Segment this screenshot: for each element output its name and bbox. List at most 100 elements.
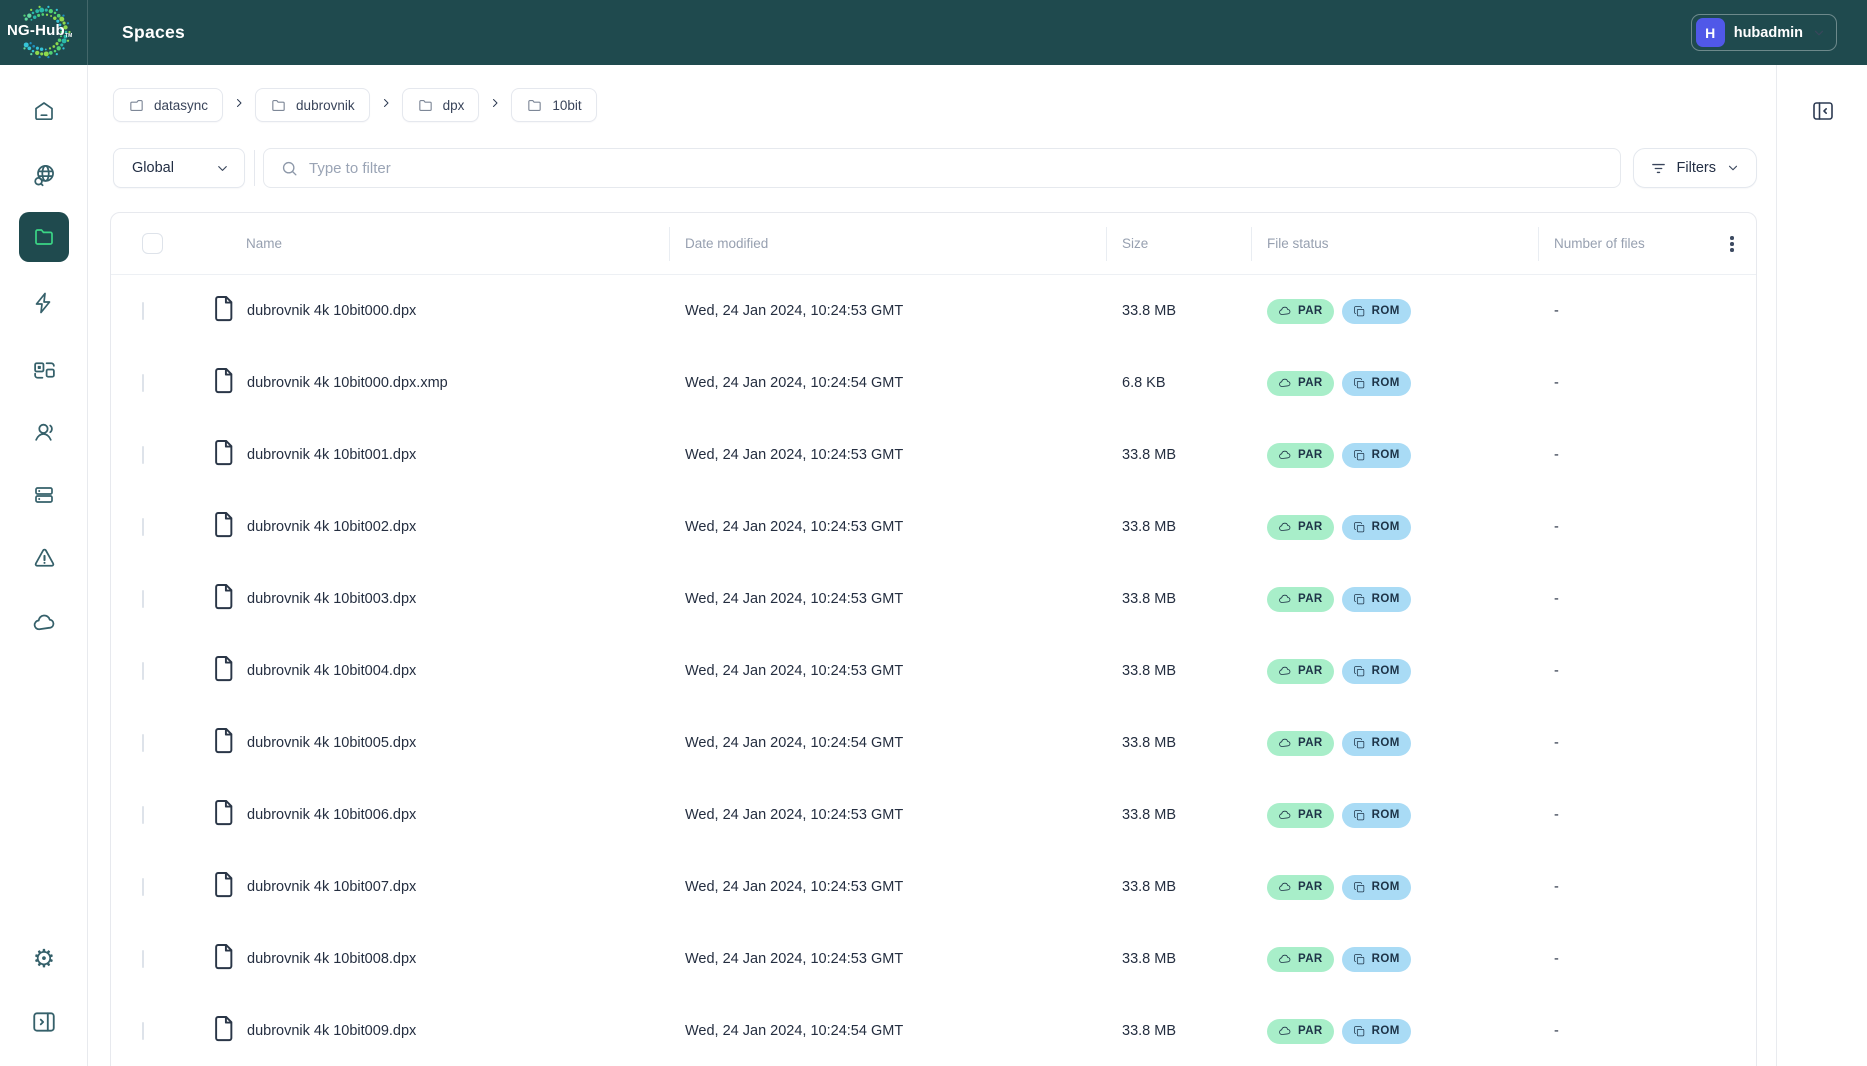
table-row[interactable]: dubrovnik 4k 10bit006.dpx Wed, 24 Jan 20… — [111, 779, 1756, 851]
sidebar-item-cloud[interactable] — [24, 602, 64, 642]
row-checkbox[interactable] — [142, 950, 144, 968]
file-status-cell: PAR ROM — [1251, 730, 1538, 756]
filters-label: Filters — [1676, 160, 1716, 176]
row-checkbox[interactable] — [142, 590, 144, 608]
breadcrumb-item-10bit[interactable]: 10bit — [511, 88, 597, 122]
table-row[interactable]: dubrovnik 4k 10bit008.dpx Wed, 24 Jan 20… — [111, 923, 1756, 995]
file-name-cell: dubrovnik 4k 10bit000.dpx.xmp — [199, 365, 669, 401]
status-badge-par: PAR — [1267, 874, 1334, 900]
status-badge-label: ROM — [1371, 305, 1400, 317]
search-input[interactable] — [309, 159, 1606, 177]
sidebar-item-discover[interactable] — [24, 155, 64, 195]
column-header-file-status[interactable]: File status — [1251, 213, 1538, 274]
copy-icon — [1353, 377, 1364, 388]
sidebar-item-settings[interactable]: ⚙ — [24, 939, 64, 979]
sidebar-item-workflows[interactable] — [24, 350, 64, 390]
number-of-files-cell: - — [1554, 735, 1559, 751]
file-name: dubrovnik 4k 10bit009.dpx — [247, 1023, 417, 1039]
details-panel-toggle[interactable] — [1810, 98, 1836, 124]
table-row[interactable]: dubrovnik 4k 10bit005.dpx Wed, 24 Jan 20… — [111, 707, 1756, 779]
breadcrumb-item-datasync[interactable]: datasync — [113, 88, 224, 122]
copy-icon — [1353, 737, 1364, 748]
column-header-name[interactable]: Name — [246, 236, 283, 251]
chevron-right-icon — [383, 99, 389, 107]
sidebar-item-files[interactable] — [19, 212, 69, 262]
file-name-cell: dubrovnik 4k 10bit001.dpx — [199, 437, 669, 473]
status-badge-label: PAR — [1298, 881, 1323, 893]
file-icon — [209, 797, 238, 833]
folder-icon — [418, 99, 432, 111]
status-badge-label: PAR — [1298, 521, 1323, 533]
avatar: H — [1695, 18, 1725, 47]
page-title: Spaces — [122, 22, 186, 42]
file-name: dubrovnik 4k 10bit000.dpx.xmp — [247, 375, 448, 391]
sidebar-collapse-button[interactable] — [24, 1002, 64, 1042]
sidebar: ⚙ — [0, 65, 88, 1066]
select-all-checkbox[interactable] — [142, 233, 163, 254]
row-checkbox[interactable] — [142, 1022, 144, 1040]
file-name: dubrovnik 4k 10bit007.dpx — [247, 879, 417, 895]
table-row[interactable]: dubrovnik 4k 10bit001.dpx Wed, 24 Jan 20… — [111, 419, 1756, 491]
status-badge-rom: ROM — [1341, 946, 1411, 972]
row-checkbox[interactable] — [142, 662, 144, 680]
row-checkbox[interactable] — [142, 518, 144, 536]
column-options-button[interactable] — [1720, 232, 1744, 256]
row-checkbox[interactable] — [142, 302, 144, 320]
filters-button[interactable]: Filters — [1632, 148, 1757, 188]
column-header-size[interactable]: Size — [1106, 213, 1251, 274]
row-checkbox[interactable] — [142, 806, 144, 824]
panel-collapse-icon — [1813, 102, 1833, 120]
file-name-cell: dubrovnik 4k 10bit009.dpx — [199, 1013, 669, 1049]
file-table: Name Date modified Size File status Numb… — [110, 212, 1757, 1066]
table-row[interactable]: dubrovnik 4k 10bit002.dpx Wed, 24 Jan 20… — [111, 491, 1756, 563]
number-of-files-cell: - — [1554, 1023, 1559, 1039]
file-name-cell: dubrovnik 4k 10bit000.dpx — [199, 293, 669, 329]
table-row[interactable]: dubrovnik 4k 10bit000.dpx Wed, 24 Jan 20… — [111, 275, 1756, 347]
file-status-cell: PAR ROM — [1251, 658, 1538, 684]
row-checkbox[interactable] — [142, 374, 144, 392]
table-row[interactable]: dubrovnik 4k 10bit007.dpx Wed, 24 Jan 20… — [111, 851, 1756, 923]
warning-triangle-icon — [34, 548, 54, 567]
servers-icon — [35, 487, 53, 503]
status-badge-label: ROM — [1371, 665, 1400, 677]
sidebar-item-home[interactable] — [24, 91, 64, 131]
sidebar-item-activity[interactable] — [24, 283, 64, 323]
number-of-files-cell: - — [1554, 807, 1559, 823]
row-checkbox[interactable] — [142, 878, 144, 896]
breadcrumb-item-dubrovnik[interactable]: dubrovnik — [255, 88, 370, 122]
breadcrumb-item-dpx[interactable]: dpx — [401, 88, 480, 122]
status-badge-rom: ROM — [1341, 298, 1411, 324]
table-row[interactable]: dubrovnik 4k 10bit004.dpx Wed, 24 Jan 20… — [111, 635, 1756, 707]
table-row[interactable]: dubrovnik 4k 10bit009.dpx Wed, 24 Jan 20… — [111, 995, 1756, 1066]
file-name: dubrovnik 4k 10bit003.dpx — [247, 591, 417, 607]
globe-search-icon — [33, 164, 54, 186]
sidebar-item-storage[interactable] — [24, 475, 64, 515]
status-badge-par: PAR — [1267, 946, 1334, 972]
scope-select[interactable]: Global — [113, 148, 245, 188]
file-status-cell: PAR ROM — [1251, 946, 1538, 972]
user-menu[interactable]: H hubadmin — [1690, 14, 1837, 51]
row-checkbox-cell — [111, 374, 199, 392]
file-name-cell: dubrovnik 4k 10bit002.dpx — [199, 509, 669, 545]
sidebar-item-users[interactable] — [24, 412, 64, 452]
status-badge-rom: ROM — [1341, 370, 1411, 396]
table-row[interactable]: dubrovnik 4k 10bit003.dpx Wed, 24 Jan 20… — [111, 563, 1756, 635]
logo-text: NG-HubTM — [7, 22, 73, 39]
copy-icon — [1353, 593, 1364, 604]
date-modified-cell: Wed, 24 Jan 2024, 10:24:53 GMT — [685, 519, 904, 535]
column-header-number-of-files[interactable]: Number of files — [1538, 213, 1756, 274]
status-badge-label: PAR — [1298, 665, 1323, 677]
file-icon — [209, 1013, 238, 1049]
app-logo[interactable]: NG-HubTM — [0, 0, 88, 65]
sidebar-item-alerts[interactable] — [24, 538, 64, 578]
row-checkbox[interactable] — [142, 446, 144, 464]
number-of-files-cell: - — [1554, 303, 1559, 319]
table-row[interactable]: dubrovnik 4k 10bit000.dpx.xmp Wed, 24 Ja… — [111, 347, 1756, 419]
date-modified-cell: Wed, 24 Jan 2024, 10:24:53 GMT — [685, 951, 904, 967]
row-checkbox[interactable] — [142, 734, 144, 752]
file-name-cell: dubrovnik 4k 10bit004.dpx — [199, 653, 669, 689]
row-checkbox-cell — [111, 518, 199, 536]
table-header: Name Date modified Size File status Numb… — [111, 213, 1756, 275]
column-header-date-modified[interactable]: Date modified — [669, 213, 1106, 274]
chevron-down-icon — [1814, 30, 1824, 35]
